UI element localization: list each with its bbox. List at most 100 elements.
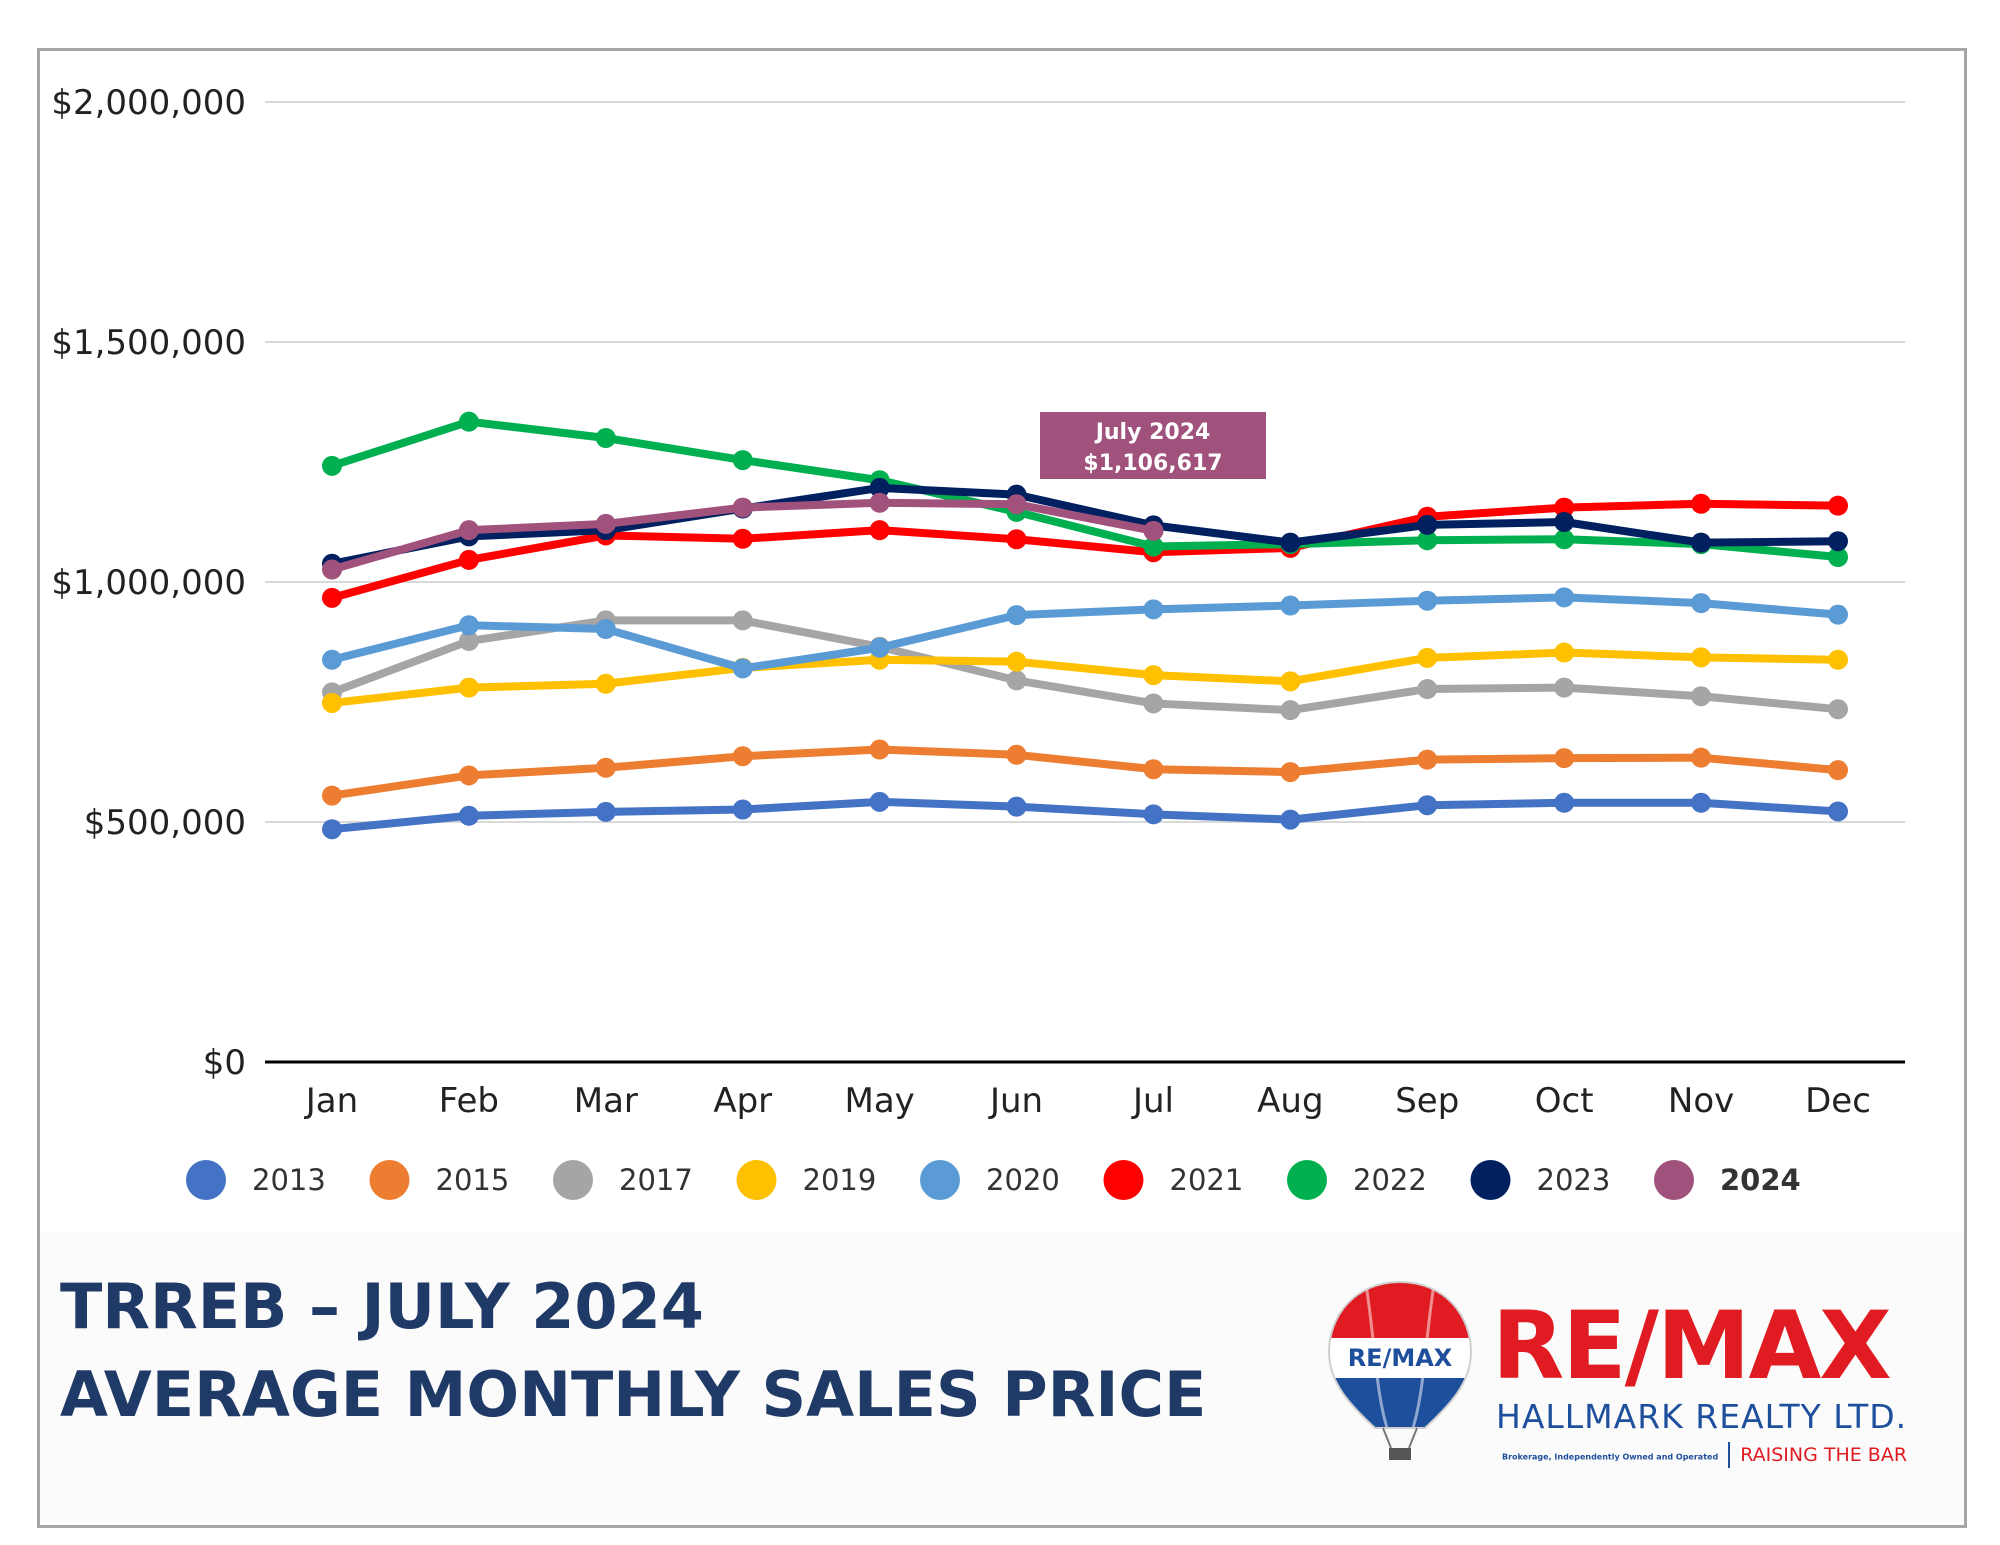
- data-point: [1417, 530, 1438, 551]
- data-point: [1143, 520, 1164, 541]
- data-point: [1143, 804, 1164, 825]
- logo-divider: [1728, 1442, 1731, 1468]
- legend-item-2019: 2019: [736, 1160, 876, 1200]
- data-point: [1828, 801, 1848, 822]
- data-point: [1417, 679, 1438, 700]
- annotation-text: $1,106,617: [1083, 451, 1222, 476]
- data-point: [1554, 512, 1575, 532]
- legend-swatch: [186, 1160, 226, 1200]
- data-point: [732, 746, 753, 767]
- footer-band: [40, 1232, 1964, 1522]
- data-point: [322, 692, 342, 713]
- data-point: [732, 658, 753, 679]
- data-point: [1691, 747, 1712, 768]
- legend-swatch: [1654, 1160, 1694, 1200]
- logo-company-name: HALLMARK REALTY LTD.: [1496, 1397, 1908, 1436]
- data-point: [732, 610, 753, 631]
- legend-swatch: [1103, 1160, 1144, 1200]
- data-point: [732, 528, 753, 549]
- legend-item-2020: 2020: [920, 1160, 1060, 1200]
- data-point: [1006, 494, 1027, 515]
- legend-label: 2022: [1353, 1163, 1427, 1197]
- x-axis-labels: Jan Feb Mar Apr May Jun Jul Aug Sep Oct Nov Dec: [304, 1081, 1871, 1121]
- data-point: [1006, 651, 1027, 672]
- data-point: [1554, 497, 1575, 518]
- data-point: [595, 428, 616, 448]
- x-tick-label: Jul: [1131, 1081, 1174, 1121]
- annotation-callout: July 2024 $1,106,617: [1040, 412, 1266, 479]
- legend-label: 2017: [619, 1163, 693, 1197]
- data-point: [1417, 514, 1438, 535]
- logo-footer: Brokerage, Independently Owned and Opera…: [1502, 1442, 1907, 1468]
- series-line: [328, 483, 1842, 568]
- legend-item-2022: 2022: [1287, 1160, 1427, 1200]
- y-tick-label: $2,000,000: [51, 83, 246, 123]
- data-point: [458, 549, 479, 570]
- data-point: [458, 805, 479, 826]
- data-point: [1554, 677, 1575, 698]
- data-point: [322, 455, 342, 476]
- legend-item-2017: 2017: [553, 1160, 693, 1200]
- legend-label: 2021: [1170, 1163, 1244, 1197]
- annotation-box: [1040, 412, 1266, 479]
- data-point: [1554, 587, 1575, 608]
- data-point: [1143, 759, 1164, 780]
- data-point: [458, 765, 479, 786]
- legend-item-2015: 2015: [369, 1160, 509, 1200]
- data-point: [1006, 529, 1027, 550]
- data-point: [1417, 795, 1438, 816]
- data-point: [1691, 792, 1712, 813]
- data-point: [458, 520, 479, 541]
- data-point: [1554, 642, 1575, 663]
- data-point: [1006, 744, 1027, 765]
- data-point: [869, 739, 890, 760]
- series-2019: [322, 642, 1848, 713]
- data-point: [1280, 809, 1301, 830]
- legend-label: 2020: [986, 1163, 1060, 1197]
- data-point: [869, 477, 890, 498]
- data-point: [1006, 796, 1027, 817]
- data-point: [1554, 792, 1575, 813]
- data-point: [595, 673, 616, 694]
- data-point: [1143, 536, 1164, 557]
- footer-title-line-2: AVERAGE MONTHLY SALES PRICE: [60, 1358, 1207, 1431]
- x-tick-label: Nov: [1668, 1081, 1734, 1121]
- data-point: [322, 649, 342, 670]
- y-tick-label: $1,500,000: [51, 323, 246, 363]
- series-2020: [322, 587, 1848, 679]
- data-point: [1828, 495, 1848, 516]
- legend-swatch: [369, 1160, 410, 1200]
- data-point: [322, 559, 342, 580]
- data-point: [458, 677, 479, 698]
- x-tick-label: Mar: [574, 1081, 638, 1121]
- data-point: [322, 785, 342, 806]
- data-point: [322, 587, 342, 608]
- legend-label: 2023: [1537, 1163, 1611, 1197]
- series-2013: [322, 791, 1848, 840]
- data-point: [1828, 699, 1848, 720]
- annotation-text: July 2024: [1094, 420, 1211, 445]
- data-point: [869, 791, 890, 812]
- data-point: [1280, 700, 1301, 721]
- y-tick-label: $500,000: [84, 803, 246, 843]
- data-point: [1280, 595, 1301, 616]
- balloon-logo-icon: RE/MAX: [1327, 1280, 1473, 1460]
- data-point: [1828, 649, 1848, 670]
- data-point: [1828, 531, 1848, 552]
- x-tick-label: Aug: [1257, 1081, 1323, 1121]
- x-tick-label: Jun: [988, 1081, 1043, 1121]
- legend-swatch: [736, 1160, 777, 1200]
- series-line: [328, 745, 1842, 800]
- data-point: [1417, 647, 1438, 668]
- data-point: [1691, 532, 1712, 553]
- data-point: [1280, 762, 1301, 783]
- logo-tagline: RAISING THE BAR: [1740, 1444, 1908, 1466]
- series-line: [328, 417, 1842, 562]
- y-axis-labels: $0 $500,000 $1,000,000 $1,500,000 $2,000,000: [51, 83, 246, 1083]
- data-point: [1828, 760, 1848, 781]
- x-tick-label: Oct: [1535, 1081, 1594, 1121]
- x-tick-label: Sep: [1395, 1081, 1459, 1121]
- series-2021: [322, 493, 1848, 608]
- data-point: [322, 819, 342, 840]
- data-point: [1417, 749, 1438, 770]
